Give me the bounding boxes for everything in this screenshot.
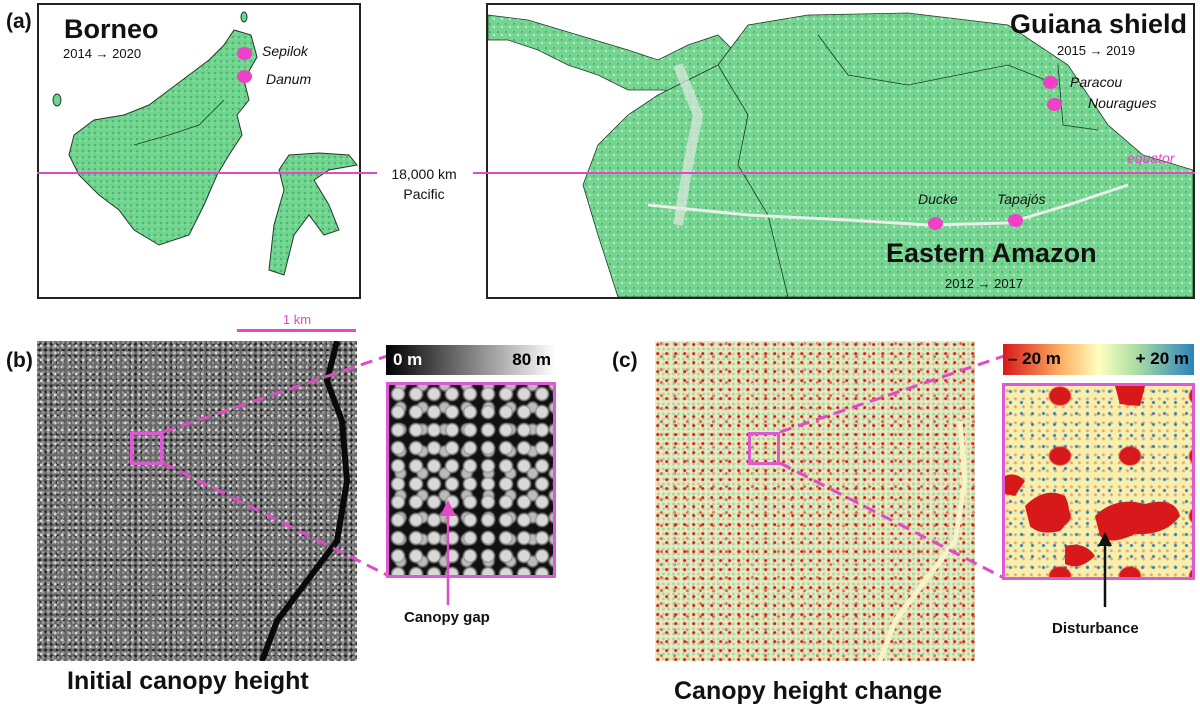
panel-a-label: (a) (6, 10, 32, 33)
ducke-marker (928, 217, 943, 230)
nouragues-marker (1047, 98, 1062, 111)
equator-line-right (473, 172, 1195, 174)
equator-label: equator (1127, 150, 1175, 166)
scale-bar-label: 1 km (282, 312, 312, 327)
scale-bar (237, 329, 356, 332)
south-america-landmass-icon (488, 12, 1193, 297)
colorbar-change-max: + 20 m (1135, 349, 1189, 368)
borneo-years: 2014 → 2020 (63, 46, 142, 61)
ocean-label: Pacific (403, 186, 445, 202)
zoom-connector-c-icon (779, 354, 1005, 580)
disturbance-arrow-icon (1098, 532, 1112, 607)
amazon-map (486, 3, 1195, 299)
site-sepilok: Sepilok (262, 43, 308, 59)
colorbar-height-max: 80 m (512, 350, 551, 369)
amazon-title: Eastern Amazon (886, 238, 1097, 268)
canopy-height-change-map (655, 341, 975, 661)
initial-canopy-height-map (37, 341, 357, 661)
panel-c-label: (c) (612, 349, 638, 372)
canopy-change-inset (1002, 383, 1195, 580)
borneo-title: Borneo (64, 14, 159, 44)
guiana-years: 2015 → 2019 (1057, 43, 1136, 58)
guiana-title: Guiana shield (1010, 9, 1188, 39)
colorbar-height: 0 m 80 m (386, 345, 555, 375)
disturbance-patches-icon (1005, 386, 1180, 567)
borneo-landmass-icon (52, 11, 358, 276)
colorbar-height-min: 0 m (393, 350, 423, 369)
river-change-icon (877, 420, 968, 661)
caption-canopy-height-change: Canopy height change (674, 677, 943, 705)
paracou-marker (1043, 76, 1058, 89)
zoom-region-box-b (130, 432, 163, 465)
site-paracou: Paracou (1070, 74, 1123, 90)
canopy-gap-label: Canopy gap (404, 609, 490, 626)
panel-b-label: (b) (6, 349, 33, 372)
site-nouragues: Nouragues (1088, 95, 1157, 111)
caption-initial-canopy-height: Initial canopy height (67, 667, 309, 695)
sepilok-marker (237, 47, 252, 60)
colorbar-change-min: – 20 m (1008, 349, 1061, 368)
canopy-height-inset (386, 382, 556, 578)
equator-line-left (37, 172, 377, 174)
zoom-connector-b-icon (162, 354, 388, 577)
distance-label: 18,000 km (391, 166, 457, 182)
colorbar-change: – 20 m + 20 m (1003, 344, 1194, 375)
amazon-years: 2012 → 2017 (945, 276, 1024, 291)
canopy-gap-arrow-icon (440, 500, 456, 605)
tapajos-marker (1008, 214, 1023, 227)
river-icon (259, 341, 351, 661)
borneo-map (37, 3, 361, 299)
danum-marker (237, 70, 252, 83)
zoom-region-box-c (748, 432, 780, 465)
site-ducke: Ducke (918, 191, 958, 207)
disturbance-label: Disturbance (1052, 620, 1139, 637)
site-tapajos: Tapajós (997, 191, 1046, 207)
site-danum: Danum (266, 71, 312, 87)
pacific-separator: 18,000 km Pacific (362, 164, 486, 204)
